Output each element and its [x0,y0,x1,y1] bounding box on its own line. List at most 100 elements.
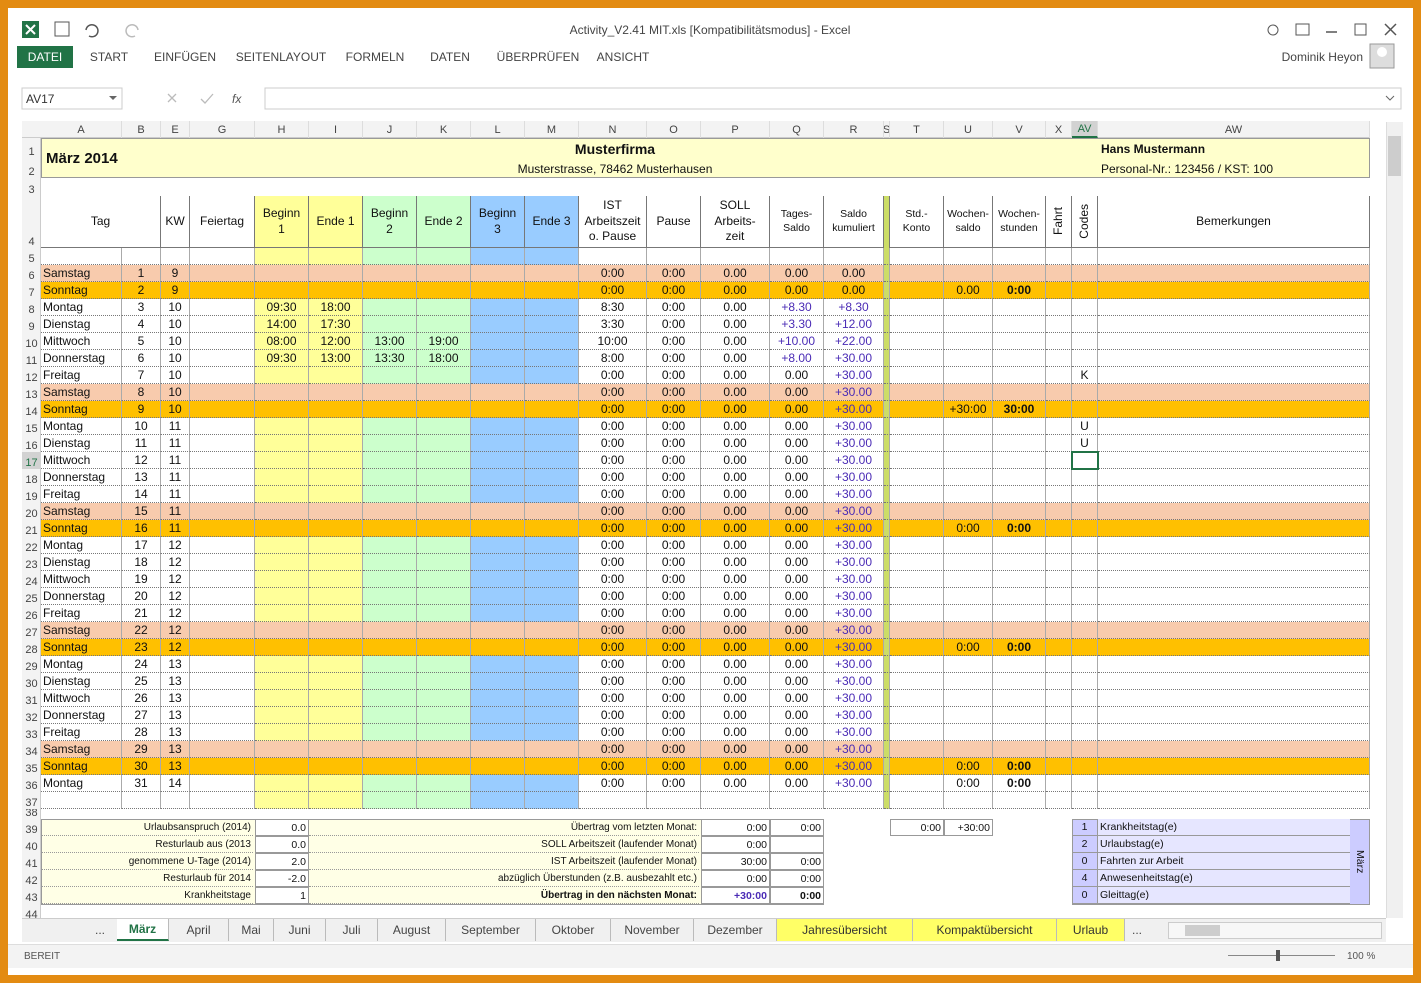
empty-cell[interactable] [525,690,579,707]
empty-cell[interactable] [525,265,579,282]
empty-cell[interactable] [417,418,471,435]
empty-cell[interactable] [993,605,1046,622]
cell[interactable]: 12 [161,537,190,554]
empty-cell[interactable] [471,265,525,282]
empty-cell[interactable] [122,792,161,809]
cell[interactable]: 14:00 [255,316,309,333]
empty-cell[interactable] [890,486,944,503]
cell[interactable]: 11 [161,503,190,520]
cell[interactable]: 12:00 [309,333,363,350]
empty-cell[interactable] [190,639,255,656]
cell[interactable]: 08:00 [255,333,309,350]
empty-cell[interactable] [255,248,309,265]
empty-cell[interactable] [255,741,309,758]
empty-cell[interactable] [309,554,363,571]
empty-cell[interactable] [309,622,363,639]
cell[interactable]: 12 [122,452,161,469]
cell[interactable]: 21 [122,605,161,622]
empty-cell[interactable] [309,248,363,265]
empty-cell[interactable] [944,792,993,809]
empty-cell[interactable] [579,792,647,809]
empty-cell[interactable] [525,282,579,299]
empty-cell[interactable] [471,299,525,316]
empty-cell[interactable] [363,554,417,571]
column-letter[interactable]: S [884,121,890,138]
cell[interactable]: 0.00 [770,486,824,503]
cell[interactable]: 0.00 [701,554,770,571]
row-number[interactable]: 36 [25,780,38,792]
empty-cell[interactable] [190,605,255,622]
cell[interactable]: 0:00 [579,622,647,639]
empty-cell[interactable] [890,571,944,588]
zoom-thumb[interactable] [1276,950,1280,961]
empty-cell[interactable] [944,724,993,741]
cell[interactable]: +30.00 [824,622,884,639]
row-number[interactable]: 31 [25,695,38,707]
empty-cell[interactable] [1098,384,1370,401]
empty-cell[interactable] [417,452,471,469]
empty-cell[interactable] [1046,707,1072,724]
cell[interactable]: 0.00 [770,605,824,622]
row-number[interactable]: 33 [25,729,38,741]
empty-cell[interactable] [944,588,993,605]
empty-cell[interactable] [417,741,471,758]
cell[interactable]: Montag [41,537,122,554]
empty-cell[interactable] [890,282,944,299]
empty-cell[interactable] [525,588,579,605]
cell[interactable]: 17:30 [309,316,363,333]
cell[interactable]: Donnerstag [41,469,122,486]
cell[interactable]: 0.00 [701,775,770,792]
cell[interactable]: Mittwoch [41,452,122,469]
empty-cell[interactable] [255,282,309,299]
cell[interactable]: 29 [122,741,161,758]
empty-cell[interactable] [471,452,525,469]
empty-cell[interactable] [309,707,363,724]
empty-cell[interactable] [1046,401,1072,418]
cell[interactable]: 0.00 [770,724,824,741]
row-number[interactable]: 10 [25,338,38,350]
empty-cell[interactable] [525,333,579,350]
empty-cell[interactable] [1098,673,1370,690]
empty-cell[interactable] [190,690,255,707]
user-name[interactable]: Dominik Heyon [1281,50,1363,64]
cell[interactable]: Montag [41,418,122,435]
cell[interactable]: +30.00 [824,520,884,537]
empty-cell[interactable] [1046,333,1072,350]
empty-cell[interactable] [255,503,309,520]
empty-cell[interactable] [417,486,471,503]
column-letter[interactable]: AV [1072,121,1098,138]
cell[interactable]: 0:00 [579,469,647,486]
empty-cell[interactable] [884,486,890,503]
cell[interactable]: 13:00 [363,333,417,350]
save-icon[interactable] [54,21,70,37]
row-number[interactable]: 35 [25,763,38,775]
empty-cell[interactable] [1072,384,1098,401]
row-number[interactable]: 20 [25,508,38,520]
cell[interactable]: Samstag [41,741,122,758]
empty-cell[interactable] [1072,741,1098,758]
empty-cell[interactable] [525,792,579,809]
empty-cell[interactable] [993,435,1046,452]
empty-cell[interactable] [471,435,525,452]
sheet-tab[interactable]: März [117,919,169,941]
empty-cell[interactable] [770,248,824,265]
empty-cell[interactable] [1046,435,1072,452]
column-letter[interactable]: T [890,121,944,138]
empty-cell[interactable] [471,741,525,758]
empty-cell[interactable] [1046,452,1072,469]
row-number[interactable]: 32 [25,712,38,724]
cell[interactable]: Mittwoch [41,571,122,588]
empty-cell[interactable] [1098,622,1370,639]
cell[interactable]: 13 [161,724,190,741]
cell[interactable]: Samstag [41,265,122,282]
empty-cell[interactable] [884,316,890,333]
row-number[interactable]: 4 [28,236,35,248]
empty-cell[interactable] [1072,775,1098,792]
empty-cell[interactable] [255,554,309,571]
empty-cell[interactable] [1072,503,1098,520]
cell[interactable]: 0.00 [701,758,770,775]
empty-cell[interactable] [41,248,122,265]
empty-cell[interactable] [944,418,993,435]
empty-cell[interactable] [944,299,993,316]
empty-cell[interactable] [1046,350,1072,367]
